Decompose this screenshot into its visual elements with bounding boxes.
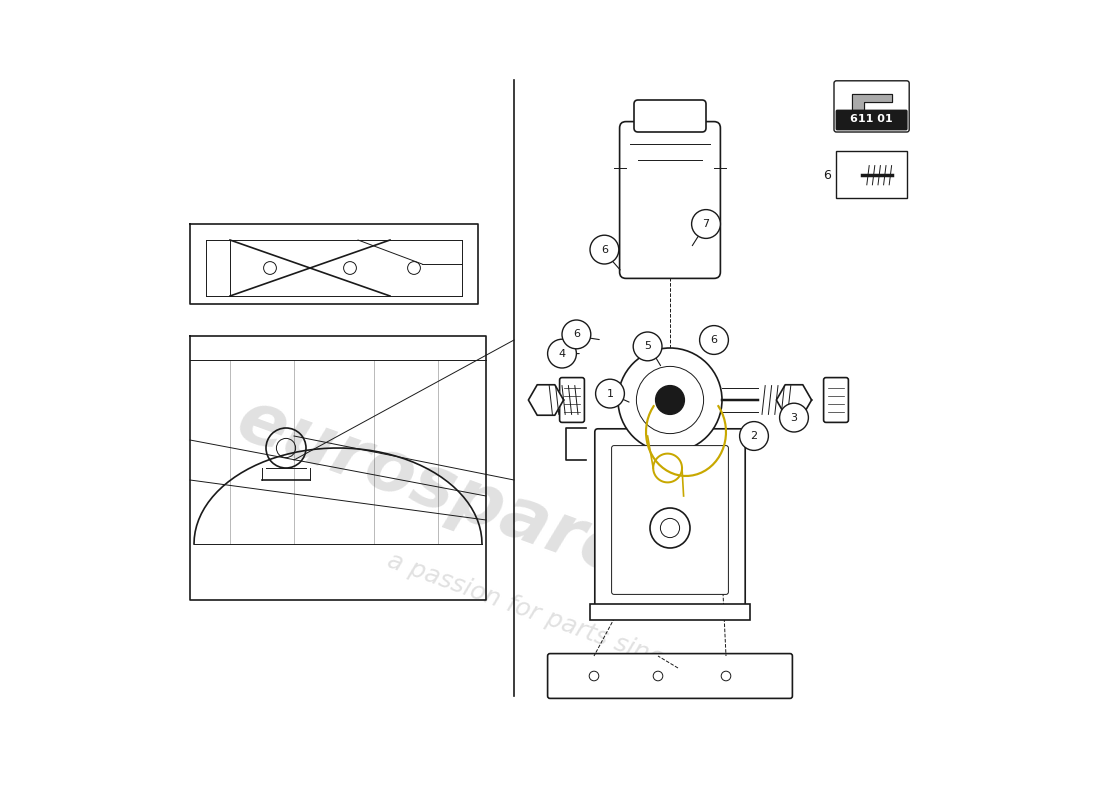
Text: 7: 7	[703, 219, 710, 229]
Text: 5: 5	[645, 342, 651, 351]
FancyBboxPatch shape	[836, 110, 908, 130]
Circle shape	[634, 332, 662, 361]
Text: 6: 6	[711, 335, 717, 345]
Polygon shape	[851, 94, 892, 110]
Circle shape	[590, 671, 598, 681]
Circle shape	[722, 671, 730, 681]
Polygon shape	[528, 385, 563, 415]
FancyBboxPatch shape	[834, 81, 910, 132]
Circle shape	[656, 386, 684, 414]
Text: 611 01: 611 01	[850, 114, 893, 124]
Circle shape	[618, 348, 722, 452]
FancyBboxPatch shape	[634, 100, 706, 132]
FancyBboxPatch shape	[595, 429, 745, 611]
Text: 4: 4	[559, 349, 565, 358]
Circle shape	[739, 422, 769, 450]
Text: a passion for parts since 1985: a passion for parts since 1985	[384, 548, 748, 700]
FancyBboxPatch shape	[836, 151, 906, 198]
Text: 1: 1	[606, 389, 614, 398]
Circle shape	[653, 671, 663, 681]
Text: 6: 6	[601, 245, 608, 254]
Circle shape	[650, 508, 690, 548]
FancyBboxPatch shape	[560, 378, 584, 422]
FancyBboxPatch shape	[548, 654, 792, 698]
Text: 6: 6	[823, 169, 830, 182]
Text: eurospares: eurospares	[228, 386, 681, 606]
Circle shape	[548, 339, 576, 368]
Circle shape	[660, 518, 680, 538]
Text: 3: 3	[791, 413, 798, 422]
Circle shape	[595, 379, 625, 408]
FancyBboxPatch shape	[612, 446, 728, 594]
Text: 6: 6	[573, 330, 580, 339]
Circle shape	[590, 235, 619, 264]
FancyBboxPatch shape	[824, 378, 848, 422]
Polygon shape	[777, 385, 812, 415]
Text: 2: 2	[750, 431, 758, 441]
FancyBboxPatch shape	[619, 122, 720, 278]
Circle shape	[700, 326, 728, 354]
FancyBboxPatch shape	[590, 604, 750, 620]
Circle shape	[780, 403, 808, 432]
Circle shape	[637, 366, 704, 434]
Circle shape	[692, 210, 720, 238]
Circle shape	[562, 320, 591, 349]
